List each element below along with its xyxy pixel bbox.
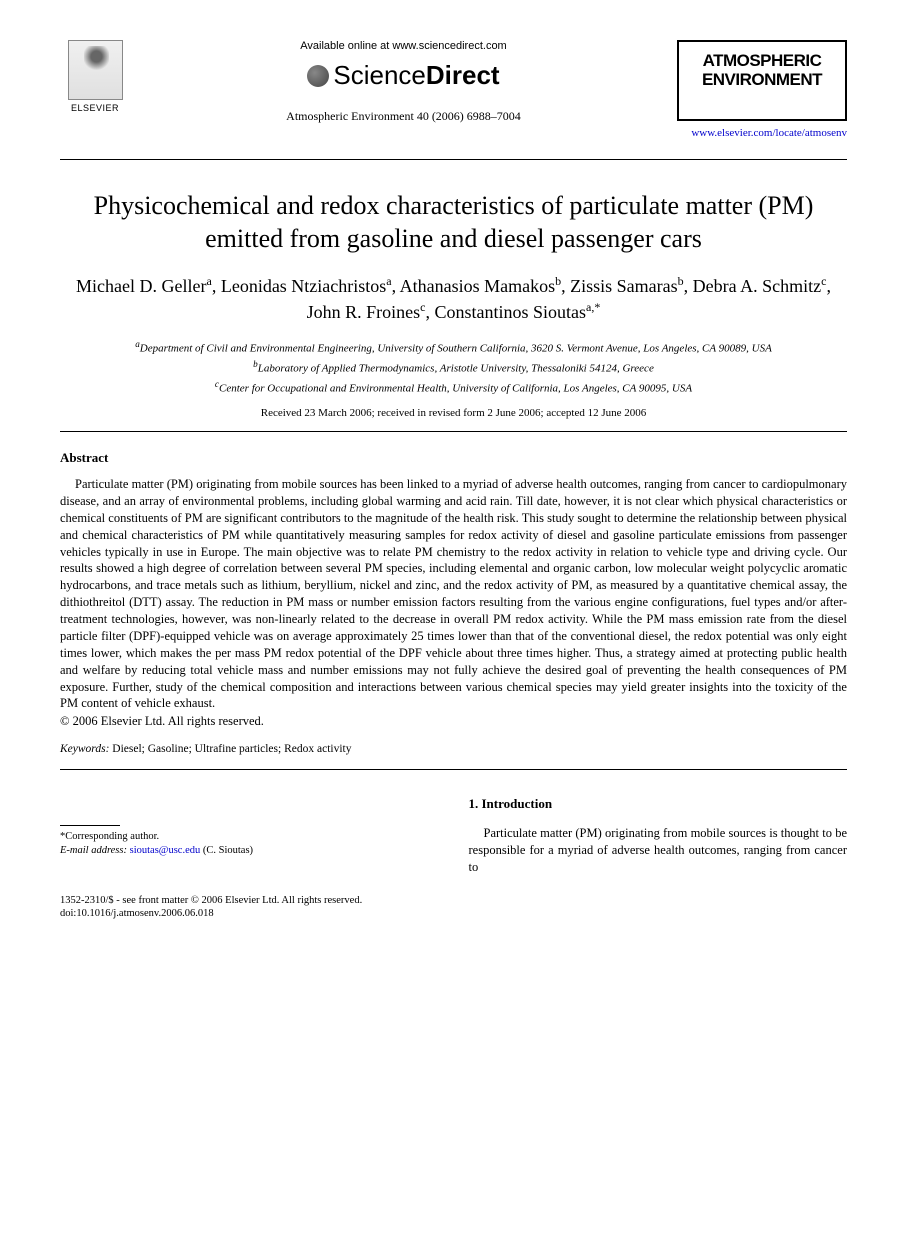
keywords-line: Keywords: Diesel; Gasoline; Ultrafine pa… (60, 743, 847, 755)
elsevier-tree-icon (68, 40, 123, 100)
platform-prefix: Science (333, 60, 426, 91)
keywords-label: Keywords: (60, 743, 109, 755)
corresponding-author-note: *Corresponding author. (60, 830, 439, 844)
sciencedirect-ball-icon (307, 65, 329, 87)
abstract-heading: Abstract (60, 450, 847, 466)
affiliation-c: cCenter for Occupational and Environment… (60, 378, 847, 397)
two-column-body: *Corresponding author. E-mail address: s… (60, 795, 847, 875)
journal-reference: Atmospheric Environment 40 (2006) 6988–7… (145, 109, 662, 124)
divider (60, 431, 847, 432)
sciencedirect-logo: ScienceDirect (145, 60, 662, 91)
right-column: 1. Introduction Particulate matter (PM) … (469, 795, 848, 875)
email-label: E-mail address: (60, 845, 127, 856)
introduction-heading: 1. Introduction (469, 795, 848, 813)
page-header: ELSEVIER Available online at www.science… (60, 40, 847, 139)
left-column: *Corresponding author. E-mail address: s… (60, 795, 439, 875)
journal-title-box: ATMOSPHERIC ENVIRONMENT (677, 40, 847, 121)
abstract-body: Particulate matter (PM) originating from… (60, 476, 847, 712)
keywords-text: Diesel; Gasoline; Ultrafine particles; R… (112, 743, 351, 755)
email-footnote: E-mail address: sioutas@usc.edu (C. Siou… (60, 844, 439, 858)
elsevier-logo: ELSEVIER (60, 40, 130, 120)
affiliations: aDepartment of Civil and Environmental E… (60, 338, 847, 397)
introduction-text: Particulate matter (PM) originating from… (469, 825, 848, 876)
email-author: (C. Sioutas) (203, 845, 253, 856)
journal-name-line2: ENVIRONMENT (687, 71, 837, 90)
authors-list: Michael D. Gellera, Leonidas Ntziachrist… (60, 273, 847, 324)
footnote-rule (60, 825, 120, 826)
abstract-copyright: © 2006 Elsevier Ltd. All rights reserved… (60, 714, 847, 729)
journal-name-line1: ATMOSPHERIC (687, 52, 837, 71)
journal-url-link[interactable]: www.elsevier.com/locate/atmosenv (677, 127, 847, 139)
email-address-link[interactable]: sioutas@usc.edu (130, 845, 201, 856)
article-dates: Received 23 March 2006; received in revi… (60, 407, 847, 419)
article-title: Physicochemical and redox characteristic… (60, 190, 847, 255)
issn-line: 1352-2310/$ - see front matter © 2006 El… (60, 894, 847, 908)
journal-box-container: ATMOSPHERIC ENVIRONMENT www.elsevier.com… (677, 40, 847, 139)
divider (60, 159, 847, 160)
divider (60, 769, 847, 770)
doi-line: doi:10.1016/j.atmosenv.2006.06.018 (60, 907, 847, 921)
footer-info: 1352-2310/$ - see front matter © 2006 El… (60, 894, 847, 921)
center-header: Available online at www.sciencedirect.co… (130, 40, 677, 124)
affiliation-b: bLaboratory of Applied Thermodynamics, A… (60, 358, 847, 377)
affiliation-a: aDepartment of Civil and Environmental E… (60, 338, 847, 357)
platform-suffix: Direct (426, 60, 500, 91)
publisher-name: ELSEVIER (71, 103, 119, 113)
available-online-text: Available online at www.sciencedirect.co… (145, 40, 662, 52)
